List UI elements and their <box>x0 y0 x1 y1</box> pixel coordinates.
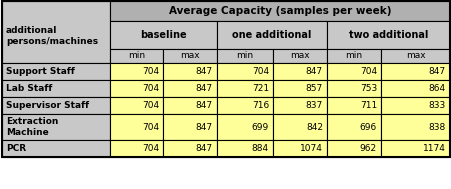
Bar <box>2 1 449 157</box>
Text: Lab Staff: Lab Staff <box>6 84 52 93</box>
Bar <box>2 140 110 157</box>
Bar <box>110 114 163 140</box>
Bar <box>163 140 216 157</box>
Text: max: max <box>405 51 424 60</box>
Text: max: max <box>180 51 199 60</box>
Bar <box>272 80 326 97</box>
Bar <box>216 63 272 80</box>
Text: 753: 753 <box>359 84 376 93</box>
Text: 847: 847 <box>195 122 212 132</box>
Text: 704: 704 <box>142 67 159 76</box>
Bar <box>272 140 326 157</box>
Bar <box>110 140 163 157</box>
Text: one additional: one additional <box>232 30 311 40</box>
Text: baseline: baseline <box>140 30 186 40</box>
Bar <box>272 49 326 63</box>
Text: 847: 847 <box>305 67 322 76</box>
Text: Supervisor Staff: Supervisor Staff <box>6 101 89 110</box>
Bar <box>326 49 380 63</box>
Bar <box>110 63 163 80</box>
Text: 864: 864 <box>428 84 445 93</box>
Bar <box>110 80 163 97</box>
Bar <box>2 114 110 140</box>
Bar <box>380 140 449 157</box>
Bar <box>326 140 380 157</box>
Bar <box>380 97 449 114</box>
Text: Support Staff: Support Staff <box>6 67 75 76</box>
Text: 833: 833 <box>428 101 445 110</box>
Text: 704: 704 <box>142 144 159 153</box>
Bar <box>216 114 272 140</box>
Bar <box>326 97 380 114</box>
Bar <box>272 63 326 80</box>
Text: 716: 716 <box>251 101 268 110</box>
Bar <box>110 1 449 21</box>
Text: min: min <box>236 51 253 60</box>
Text: 837: 837 <box>305 101 322 110</box>
Bar <box>326 114 380 140</box>
Text: two additional: two additional <box>348 30 427 40</box>
Text: 842: 842 <box>305 122 322 132</box>
Bar <box>216 140 272 157</box>
Bar <box>163 49 216 63</box>
Text: 962: 962 <box>359 144 376 153</box>
Text: 1174: 1174 <box>422 144 445 153</box>
Bar <box>163 97 216 114</box>
Text: 704: 704 <box>142 84 159 93</box>
Bar <box>163 114 216 140</box>
Text: 704: 704 <box>251 67 268 76</box>
Bar <box>380 80 449 97</box>
Bar <box>380 49 449 63</box>
Bar <box>163 80 216 97</box>
Text: PCR: PCR <box>6 144 26 153</box>
Text: 704: 704 <box>359 67 376 76</box>
Text: min: min <box>128 51 145 60</box>
Bar <box>216 49 272 63</box>
Bar <box>110 49 163 63</box>
Bar <box>110 21 216 49</box>
Bar <box>380 114 449 140</box>
Text: Extraction
Machine: Extraction Machine <box>6 117 58 137</box>
Text: 699: 699 <box>251 122 268 132</box>
Text: 857: 857 <box>305 84 322 93</box>
Bar <box>2 63 110 80</box>
Bar <box>326 80 380 97</box>
Text: 1074: 1074 <box>299 144 322 153</box>
Text: additional
persons/machines: additional persons/machines <box>6 26 98 46</box>
Text: 721: 721 <box>251 84 268 93</box>
Bar <box>326 21 449 49</box>
Text: 838: 838 <box>428 122 445 132</box>
Text: Average Capacity (samples per week): Average Capacity (samples per week) <box>168 6 391 16</box>
Bar <box>326 63 380 80</box>
Text: 711: 711 <box>359 101 376 110</box>
Text: 704: 704 <box>142 122 159 132</box>
Text: 847: 847 <box>195 84 212 93</box>
Bar <box>272 114 326 140</box>
Bar <box>110 97 163 114</box>
Text: 847: 847 <box>195 144 212 153</box>
Bar <box>216 97 272 114</box>
Text: 696: 696 <box>359 122 376 132</box>
Bar <box>2 1 110 63</box>
Text: 704: 704 <box>142 101 159 110</box>
Bar <box>2 97 110 114</box>
Text: 884: 884 <box>251 144 268 153</box>
Text: max: max <box>290 51 309 60</box>
Bar <box>380 63 449 80</box>
Bar <box>163 63 216 80</box>
Bar <box>216 21 326 49</box>
Text: 847: 847 <box>428 67 445 76</box>
Text: min: min <box>345 51 362 60</box>
Bar <box>272 97 326 114</box>
Text: 847: 847 <box>195 67 212 76</box>
Text: 847: 847 <box>195 101 212 110</box>
Bar <box>2 80 110 97</box>
Bar <box>216 80 272 97</box>
